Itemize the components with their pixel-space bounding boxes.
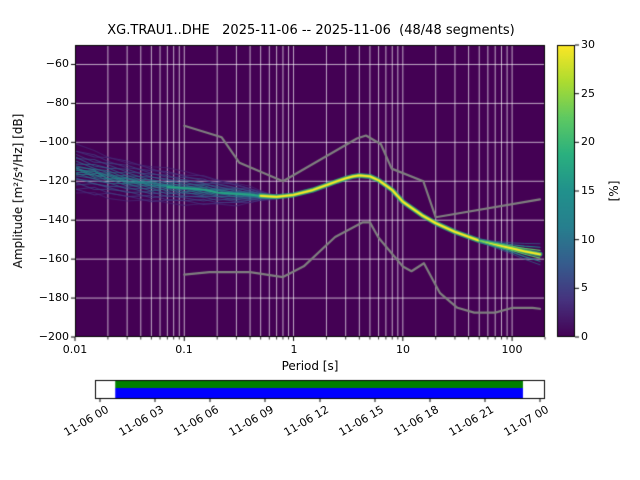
x-axis-label: Period [s] [281, 359, 339, 373]
y-axis-label: Amplitude [m²/s⁴/Hz] [dB] [11, 113, 25, 269]
colorbar-label: [%] [607, 180, 621, 202]
figure-title: XG.TRAU1..DHE 2025-11-06 -- 2025-11-06 (… [107, 23, 515, 38]
